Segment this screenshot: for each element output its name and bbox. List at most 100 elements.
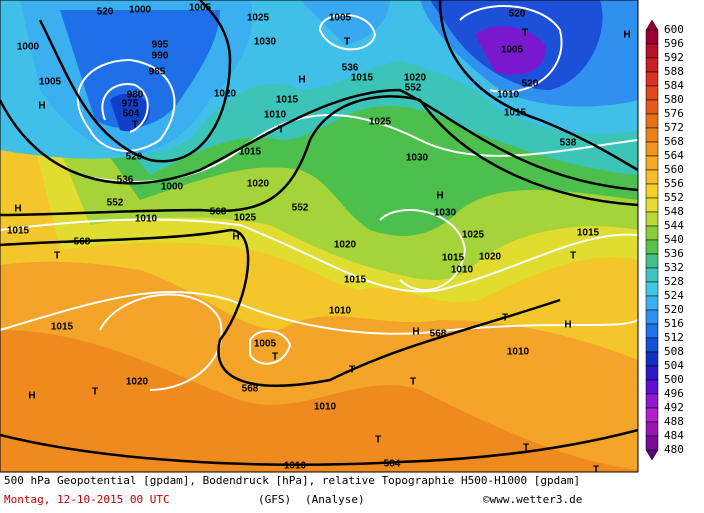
map-label: 1010 [314, 402, 337, 413]
map-label: T [570, 251, 576, 262]
map-label: 1030 [406, 153, 429, 164]
map-label: T [375, 435, 381, 446]
colorbar-swatch [645, 155, 659, 171]
map-label: 504 [123, 109, 140, 120]
footer-copyright: ©www.wetter3.de [483, 493, 582, 506]
map-label: 1000 [17, 42, 40, 53]
map-label: 552 [292, 203, 309, 214]
colorbar-label: 572 [664, 121, 684, 134]
map-label: 520 [126, 152, 143, 163]
colorbar-bottom-arrow [645, 449, 659, 461]
map-label: 568 [430, 329, 447, 340]
colorbar-swatch [645, 169, 659, 185]
map-label: 990 [152, 51, 169, 62]
colorbar-label: 516 [664, 317, 684, 330]
map-label: 1015 [351, 73, 374, 84]
map-label: 1020 [247, 179, 270, 190]
colorbar-label: 524 [664, 289, 684, 302]
map-label: 1000 [129, 5, 152, 16]
map-label: H [232, 232, 239, 243]
colorbar-label: 540 [664, 233, 684, 246]
map-label: 1010 [329, 306, 352, 317]
map-label: H [623, 30, 630, 41]
map-label: 1020 [334, 240, 357, 251]
map-label: 520 [97, 7, 114, 18]
map-label: 568 [74, 237, 91, 248]
colorbar-label: 484 [664, 429, 684, 442]
map-label: 985 [149, 67, 166, 78]
colorbar-swatch [645, 85, 659, 101]
colorbar-label: 528 [664, 275, 684, 288]
colorbar-swatch [645, 393, 659, 409]
footer-description: 500 hPa Geopotential [gpdam], Bodendruck… [4, 474, 580, 487]
map-label: 538 [560, 138, 577, 149]
colorbar-label: 532 [664, 261, 684, 274]
colorbar-label: 500 [664, 373, 684, 386]
colorbar-swatch [645, 351, 659, 367]
map-label: 1025 [234, 213, 257, 224]
map-label: T [278, 125, 284, 136]
colorbar-swatch [645, 183, 659, 199]
colorbar: 6005965925885845805765725685645605565525… [645, 19, 684, 461]
map-label: 1005 [329, 13, 352, 24]
footer-run: (Analyse) [305, 493, 365, 506]
colorbar-swatch [645, 295, 659, 311]
map-label: 1015 [239, 147, 262, 158]
colorbar-swatch [645, 407, 659, 423]
colorbar-label: 480 [664, 443, 684, 456]
colorbar-swatch [645, 197, 659, 213]
map-label: 568 [242, 384, 259, 395]
map-label: 1025 [247, 13, 270, 24]
map-labels: 520 1000 1005 1025 1030 1005 T 536 1015 1020 552 52… [7, 3, 631, 476]
colorbar-swatch [645, 337, 659, 353]
colorbar-label: 596 [664, 37, 684, 50]
map-label: 1020 [214, 89, 237, 100]
map-label: H [28, 391, 35, 402]
map-label: 536 [117, 175, 134, 186]
map-label: 552 [107, 198, 124, 209]
colorbar-swatch [645, 127, 659, 143]
colorbar-swatch [645, 281, 659, 297]
map-label: 520 [509, 9, 526, 20]
colorbar-swatch [645, 211, 659, 227]
colorbar-label: 600 [664, 23, 684, 36]
map-label: T [272, 352, 278, 363]
colorbar-label: 520 [664, 303, 684, 316]
colorbar-label: 560 [664, 163, 684, 176]
colorbar-swatch [645, 239, 659, 255]
map-label: H [412, 327, 419, 338]
map-label: 1005 [501, 45, 524, 56]
map-label: 520 [522, 79, 539, 90]
map-label: 1015 [7, 226, 30, 237]
colorbar-swatch [645, 43, 659, 59]
footer-model: (GFS) [258, 493, 291, 506]
map-label: 1020 [126, 377, 149, 388]
colorbar-label: 544 [664, 219, 684, 232]
colorbar-swatch [645, 323, 659, 339]
colorbar-swatch [645, 99, 659, 115]
map-label: 1010 [284, 461, 307, 472]
map-label: 1030 [254, 37, 277, 48]
map-label: 1025 [462, 230, 485, 241]
map-label: H [298, 75, 305, 86]
map-label: H [14, 204, 21, 215]
map-label: T [410, 377, 416, 388]
map-label: T [502, 313, 508, 324]
map-label: H [436, 191, 443, 202]
map-label: T [344, 37, 350, 48]
colorbar-swatch [645, 267, 659, 283]
map-label: 1020 [404, 73, 427, 84]
colorbar-swatch [645, 365, 659, 381]
map-label: T [522, 28, 528, 39]
map-label: 975 [122, 99, 139, 110]
map-label: T [523, 443, 529, 454]
geopotential-lines [0, 0, 638, 466]
colorbar-swatch [645, 57, 659, 73]
map-label: T [593, 465, 599, 476]
colorbar-label: 592 [664, 51, 684, 64]
map-label: 1030 [434, 208, 457, 219]
colorbar-label: 552 [664, 191, 684, 204]
map-label: 1015 [344, 275, 367, 286]
colorbar-label: 488 [664, 415, 684, 428]
